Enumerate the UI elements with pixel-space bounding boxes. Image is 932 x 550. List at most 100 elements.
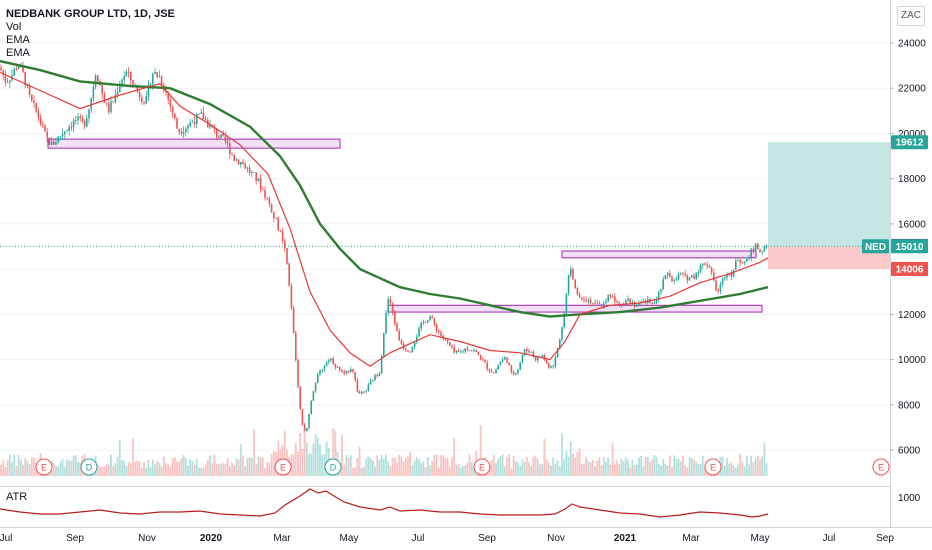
volume-bar <box>468 454 471 476</box>
candle-body <box>233 154 235 161</box>
volume-bar <box>404 458 407 476</box>
volume-bar <box>435 454 438 476</box>
volume-bar <box>259 456 262 476</box>
volume-bar <box>409 452 412 476</box>
volume-bar <box>684 465 687 476</box>
candle-body <box>484 359 486 363</box>
candle-body <box>671 276 673 282</box>
price-tag-19612: 19612 <box>891 135 928 150</box>
candle-body <box>101 85 103 94</box>
volume-bar <box>666 465 669 476</box>
price-tick-label: 6000 <box>898 446 921 457</box>
candle-body <box>633 302 636 307</box>
volume-bar <box>319 444 321 476</box>
candle-body <box>123 76 125 81</box>
candle-body <box>706 264 708 267</box>
candle-body <box>651 303 653 305</box>
volume-bar <box>629 467 632 476</box>
volume-bar <box>129 463 132 476</box>
volume-bar <box>492 454 495 476</box>
time-tick-label: Sep <box>478 533 496 544</box>
time-tick-label: Jul <box>0 533 12 544</box>
volume-bar <box>657 463 660 476</box>
event-e-marker: E <box>35 458 53 476</box>
price-labels: 1961215029NED1501014006 <box>862 135 928 276</box>
volume-bar <box>145 467 148 476</box>
volume-bar <box>651 459 654 476</box>
volume-bar <box>750 456 753 476</box>
candle-body <box>717 289 719 292</box>
volume-bar <box>759 459 761 476</box>
candle-body <box>213 127 216 130</box>
legend-ema-1[interactable]: EMA <box>6 34 30 46</box>
candle-body <box>317 374 319 384</box>
candle-body <box>416 336 418 343</box>
volume-bar <box>426 457 429 476</box>
legend-vol[interactable]: Vol <box>6 21 22 33</box>
candle-body <box>763 246 766 252</box>
volume-bar <box>17 455 20 476</box>
volume-bar <box>26 461 29 476</box>
currency-button[interactable]: ZAC <box>897 6 925 26</box>
candle-body <box>119 84 121 93</box>
volume-bar <box>354 467 357 476</box>
volume-bar <box>294 443 297 476</box>
candle-body <box>574 279 576 289</box>
candle-body <box>66 130 68 132</box>
candle-body <box>750 248 752 258</box>
candle-body <box>200 112 202 114</box>
volume-bar <box>301 449 304 476</box>
candle-body <box>112 101 114 103</box>
symbol-title[interactable]: NEDBANK GROUP LTD, 1D, JSE <box>6 8 175 20</box>
candle-body <box>251 172 253 173</box>
candle-body <box>497 365 499 370</box>
volume-bar <box>290 454 293 476</box>
candle-body <box>83 120 86 127</box>
candle-body <box>576 288 579 295</box>
candle-body <box>46 131 48 138</box>
volume-bar <box>272 450 275 476</box>
volume-bar <box>167 464 170 476</box>
volume-bar <box>123 460 126 476</box>
candle-body <box>130 72 132 81</box>
candle-body <box>389 299 392 304</box>
time-tick-label: Nov <box>547 533 565 544</box>
candle-body <box>510 365 513 372</box>
candle-body <box>691 275 693 278</box>
candle-body <box>136 86 139 92</box>
volume-bar <box>213 454 216 476</box>
volume-bar <box>154 464 156 476</box>
volume-bar <box>398 454 401 476</box>
atr-pane-label[interactable]: ATR <box>6 491 28 503</box>
candle-body <box>224 135 227 142</box>
candle-body <box>97 75 99 82</box>
event-e-marker: E <box>473 458 491 476</box>
candle-body <box>405 349 407 351</box>
candle-body <box>4 75 7 83</box>
candle-body <box>726 274 728 278</box>
volume-bar <box>688 456 691 476</box>
candle-body <box>446 339 449 343</box>
candle-body <box>761 251 763 253</box>
volume-bar <box>268 463 271 476</box>
volume-bar <box>195 459 198 476</box>
volume-bar <box>440 455 442 476</box>
volume-bar <box>182 454 185 476</box>
candle-body <box>222 134 224 136</box>
volume-bar <box>448 466 451 476</box>
candle-body <box>427 320 429 323</box>
candle-body <box>581 297 583 299</box>
candle-body <box>323 365 326 370</box>
legend-ema-2[interactable]: EMA <box>6 47 30 59</box>
candle-body <box>704 263 706 265</box>
candle-body <box>169 99 172 107</box>
candle-body <box>660 289 662 293</box>
volume-bar <box>11 462 13 476</box>
candle-body <box>301 408 304 425</box>
candle-body <box>257 178 260 181</box>
symbol-tag: NED <box>865 242 886 253</box>
candle-body <box>288 263 290 286</box>
volume-bar <box>193 464 196 476</box>
atr-axis-ticks: 1000 <box>898 493 921 504</box>
